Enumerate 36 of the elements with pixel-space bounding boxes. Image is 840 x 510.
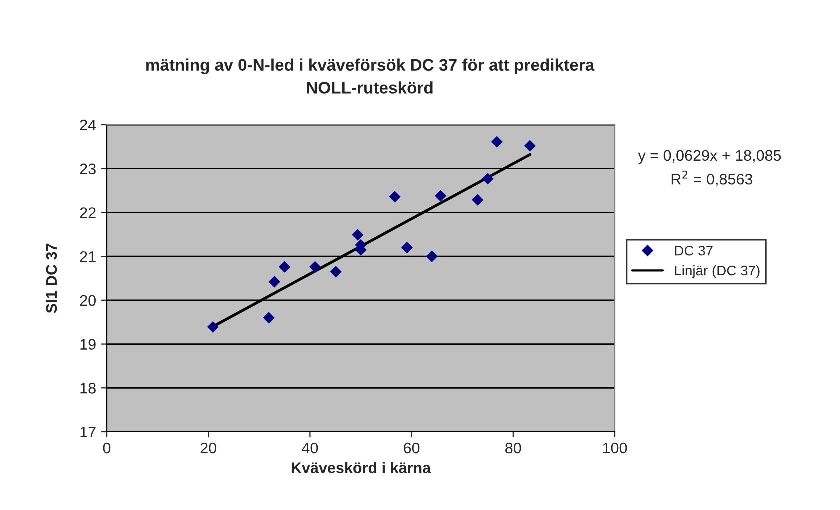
x-axis-title: Kväveskörd i kärna bbox=[292, 462, 432, 474]
point bbox=[263, 312, 275, 324]
point bbox=[491, 136, 503, 148]
text: y = 0,0629x + 18,085 bbox=[638, 150, 782, 164]
x-tick-label: 100 bbox=[603, 442, 628, 454]
point bbox=[268, 276, 280, 288]
y-tick-label: 19 bbox=[80, 339, 96, 350]
x-tick-label: 0 bbox=[103, 442, 111, 454]
point bbox=[207, 322, 219, 333]
point bbox=[435, 190, 446, 202]
chart-title: mätning av 0-N-led i kväveförsök DC 37 för att prediktera NOLL-ruteskörd bbox=[146, 58, 595, 94]
point bbox=[330, 266, 342, 278]
point bbox=[524, 140, 536, 152]
y-tick-label: 22 bbox=[80, 208, 96, 218]
y-axis-title: SI1 DC 37 bbox=[46, 244, 58, 314]
point bbox=[426, 250, 438, 262]
x-tick-label: 60 bbox=[404, 442, 420, 454]
text: R$^{2}$ = 0,8563 bbox=[672, 170, 753, 187]
x-tick-label: 20 bbox=[200, 442, 216, 454]
y-tick-label: 18 bbox=[80, 383, 96, 394]
point bbox=[482, 173, 494, 185]
point bbox=[352, 229, 364, 241]
x-tick-label: 80 bbox=[506, 442, 522, 454]
x-tick-label: 40 bbox=[302, 442, 318, 454]
legend-label: Linjär (DC 37) bbox=[675, 265, 760, 278]
point bbox=[402, 242, 413, 254]
point bbox=[389, 191, 401, 203]
y-tick-label: 23 bbox=[80, 164, 96, 175]
legend-label: DC 37 bbox=[675, 246, 713, 256]
y-tick-label: 20 bbox=[80, 295, 96, 306]
point bbox=[472, 194, 484, 206]
y-tick-label: 21 bbox=[80, 251, 96, 262]
point bbox=[279, 261, 290, 273]
point bbox=[310, 261, 321, 273]
y-tick-label: 17 bbox=[80, 427, 96, 438]
y-tick-label: 24 bbox=[80, 120, 96, 131]
